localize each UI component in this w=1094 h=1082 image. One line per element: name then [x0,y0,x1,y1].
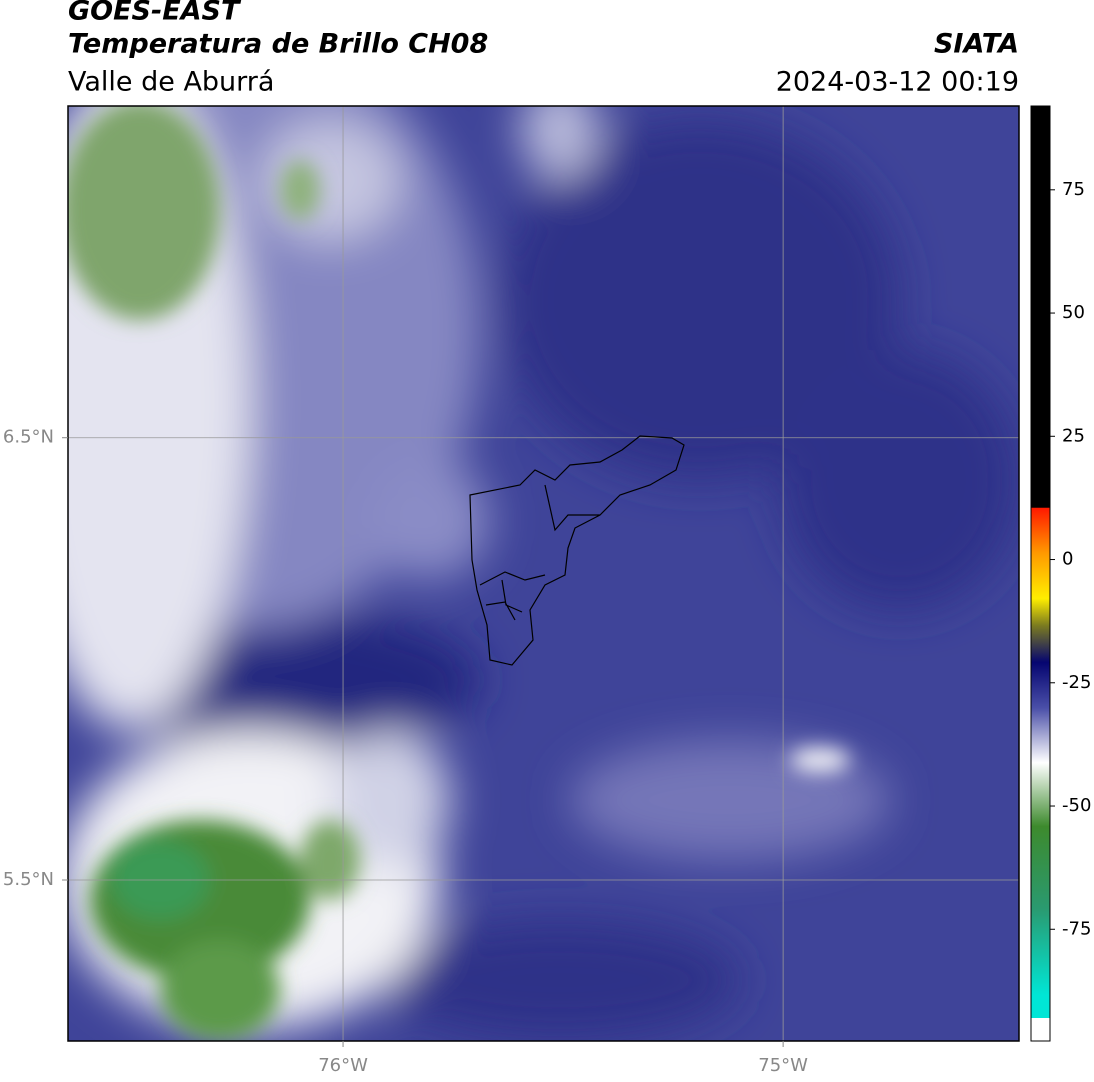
colorbar-tick-label: -50 [1062,795,1091,816]
map-frame [67,105,1020,1042]
colorbar-tick-label: -25 [1062,672,1091,693]
source: SIATA [934,29,1019,60]
satellite-image [68,106,1019,1041]
colorbar [1031,106,1050,1018]
colorbar-tick-label: 75 [1062,179,1085,200]
title: GOES-EAST [68,0,242,27]
y-tick-label: 6.5°N [3,427,54,448]
datetime: 2024-03-12 00:19 [776,67,1019,98]
grid [68,106,1019,1041]
colorbar-tick-label: 25 [1062,425,1085,446]
x-tick-label: 76°W [318,1055,368,1076]
subtitle: Temperatura de Brillo CH08 [68,29,488,60]
colorbar-frame [1030,105,1051,1042]
colorbar-tick-label: 50 [1062,302,1085,323]
basin-outline [469,435,685,666]
colorbar-under [1031,1018,1050,1041]
colorbar-tick-label: -75 [1062,918,1091,939]
x-tick-label: 75°W [758,1055,808,1076]
y-tick-label: 5.5°N [3,869,54,890]
colorbar-tick-label: 0 [1062,549,1073,570]
region: Valle de Aburrá [68,67,274,98]
